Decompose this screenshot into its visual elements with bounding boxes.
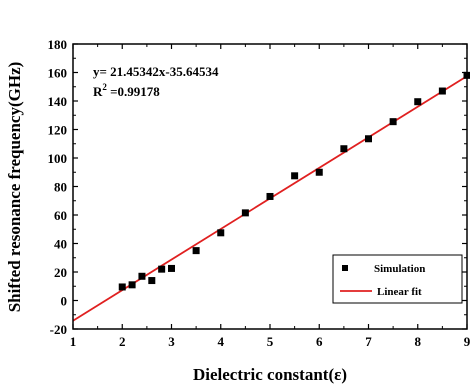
x-tick-label: 1 <box>70 334 77 349</box>
y-tick-label: 140 <box>48 94 68 109</box>
y-tick-label: 0 <box>61 294 68 309</box>
simulation-point <box>266 192 274 200</box>
x-tick-label: 4 <box>218 334 225 349</box>
simulation-point <box>365 135 372 143</box>
x-tick-label: 5 <box>267 334 274 349</box>
plot-frame <box>72 43 468 330</box>
x-tick-label: 9 <box>464 334 470 349</box>
legend-simulation-marker <box>342 265 348 271</box>
simulation-point <box>315 168 323 176</box>
simulation-point <box>438 87 446 95</box>
fit-equation: y= 21.45342x-35.64534 <box>93 64 219 79</box>
simulation-point <box>118 283 126 291</box>
simulation-point <box>148 277 156 285</box>
y-tick-label: 120 <box>48 123 68 138</box>
x-tick-label: 6 <box>316 334 323 349</box>
y-tick-label: -20 <box>50 322 67 337</box>
x-tick-label: 7 <box>365 334 372 349</box>
simulation-point <box>291 172 299 180</box>
r-squared: R2 =0.99178 <box>93 82 160 99</box>
simulation-point <box>138 272 146 280</box>
r-squared-value: =0.99178 <box>107 84 160 99</box>
y-tick-label: 100 <box>48 151 68 166</box>
x-tick-label: 2 <box>119 334 126 349</box>
y-tick-label: 20 <box>54 265 67 280</box>
simulation-point <box>192 247 200 255</box>
y-axis-title: Shifted resonance frequency(GHz) <box>5 62 24 313</box>
y-tick-label: 40 <box>54 237 67 252</box>
r-squared-prefix: R <box>93 84 103 99</box>
legend: Simulation Linear fit <box>332 254 463 304</box>
simulation-point <box>217 229 225 237</box>
simulation-point <box>414 98 422 106</box>
x-tick-labels: 1 2 3 4 5 6 7 8 9 <box>70 334 470 349</box>
x-tick-label: 8 <box>415 334 422 349</box>
x-axis-title: Dielectric constant(ε) <box>193 365 347 384</box>
y-tick-label: 80 <box>54 180 67 195</box>
r-squared-superscript: 2 <box>102 82 107 92</box>
simulation-point <box>340 145 348 153</box>
y-tick-label: 180 <box>48 37 68 52</box>
legend-box <box>332 254 463 304</box>
y-tick-label: 160 <box>48 66 68 81</box>
simulation-point <box>158 265 166 273</box>
y-tick-label: 60 <box>54 208 67 223</box>
legend-simulation-label: Simulation <box>374 263 425 275</box>
simulation-point <box>168 264 175 272</box>
simulation-point <box>128 281 136 289</box>
simulation-point <box>241 209 249 217</box>
y-tick-labels: -20 0 20 40 60 80 100 120 140 160 180 <box>48 37 68 337</box>
legend-fit-label: Linear fit <box>377 286 422 298</box>
simulation-point <box>389 118 397 126</box>
x-tick-label: 3 <box>168 334 175 349</box>
